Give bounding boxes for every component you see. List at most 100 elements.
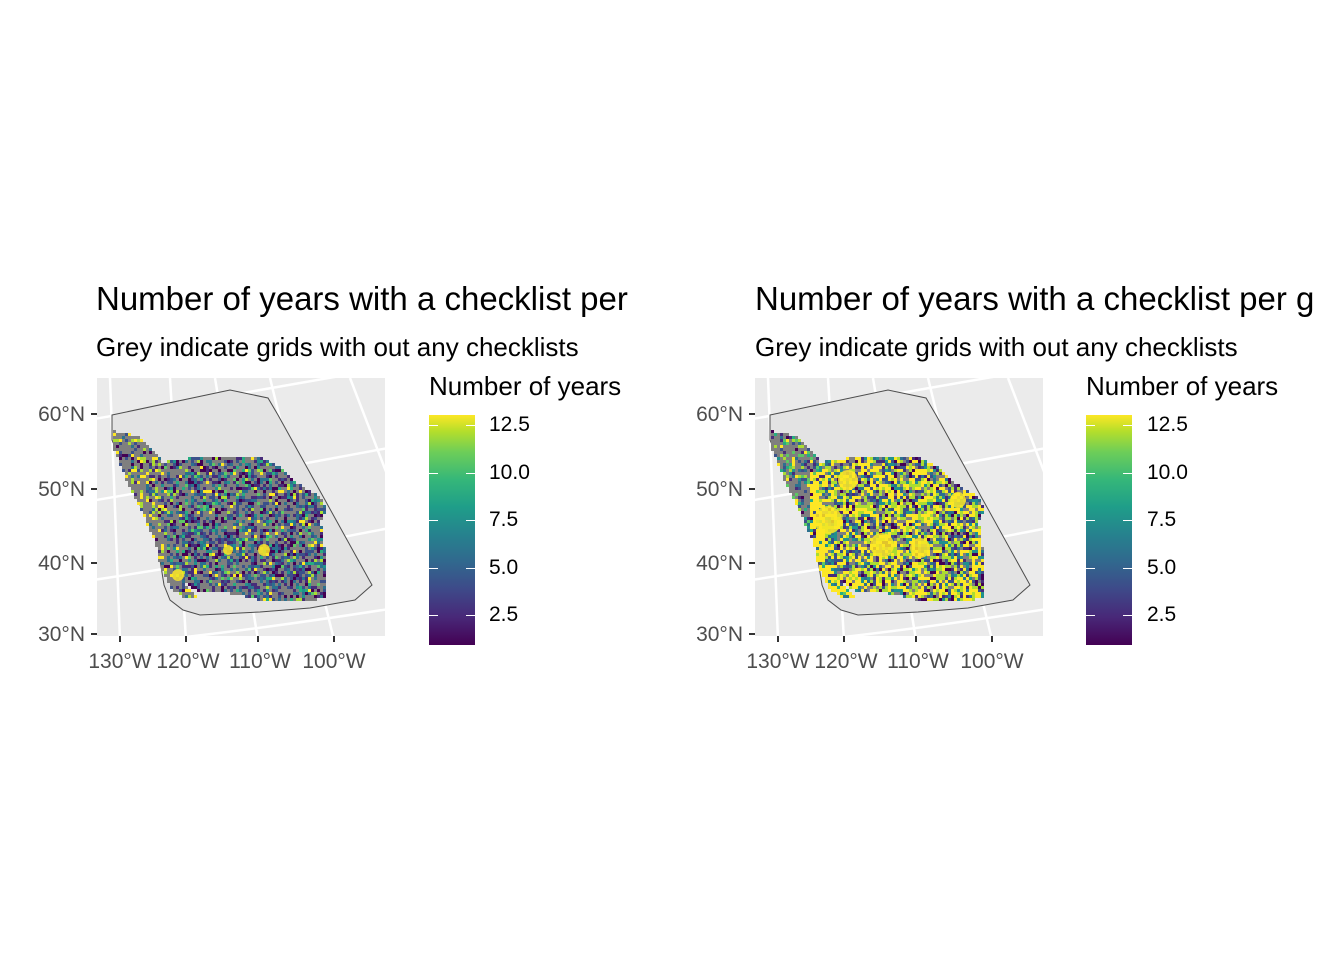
grid-cell	[200, 463, 203, 466]
grid-cell	[290, 478, 293, 481]
grid-cell	[206, 571, 209, 574]
grid-cell	[870, 526, 873, 529]
grid-cell	[179, 475, 182, 478]
grid-cell	[302, 583, 305, 586]
grid-cell	[834, 493, 837, 496]
grid-cell	[230, 529, 233, 532]
grid-cell	[858, 505, 861, 508]
grid-cell	[236, 550, 239, 553]
grid-cell	[807, 454, 810, 457]
grid-cell	[218, 523, 221, 526]
grid-cell	[281, 496, 284, 499]
grid-cell	[245, 514, 248, 517]
grid-cell	[281, 484, 284, 487]
grid-cell	[876, 532, 879, 535]
grid-cell	[930, 520, 933, 523]
grid-cell	[296, 583, 299, 586]
grid-cell	[825, 568, 828, 571]
grid-cell	[257, 592, 260, 595]
grid-cell	[299, 538, 302, 541]
grid-cell	[152, 487, 155, 490]
grid-cell	[143, 496, 146, 499]
grid-cell	[296, 514, 299, 517]
grid-cell	[146, 454, 149, 457]
grid-cell	[867, 460, 870, 463]
grid-cell	[975, 559, 978, 562]
grid-cell	[179, 505, 182, 508]
grid-cell	[242, 520, 245, 523]
grid-cell	[176, 556, 179, 559]
grid-cell	[161, 496, 164, 499]
grid-cell	[242, 523, 245, 526]
grid-cell	[320, 514, 323, 517]
grid-cell	[825, 475, 828, 478]
grid-cell	[320, 538, 323, 541]
grid-cell	[813, 469, 816, 472]
grid-cell	[158, 535, 161, 538]
grid-cell	[239, 580, 242, 583]
grid-cell	[945, 493, 948, 496]
grid-cell	[203, 529, 206, 532]
grid-cell	[251, 529, 254, 532]
grid-cell	[837, 475, 840, 478]
grid-cell	[858, 544, 861, 547]
grid-cell	[876, 457, 879, 460]
grid-cell	[957, 517, 960, 520]
grid-cell	[266, 499, 269, 502]
grid-cell	[969, 502, 972, 505]
grid-cell	[182, 493, 185, 496]
grid-cell	[831, 541, 834, 544]
grid-cell	[233, 526, 236, 529]
grid-cell	[191, 568, 194, 571]
grid-cell	[167, 475, 170, 478]
grid-cell	[308, 559, 311, 562]
grid-cell	[236, 529, 239, 532]
grid-cell	[969, 511, 972, 514]
grid-cell	[218, 538, 221, 541]
grid-cell	[200, 529, 203, 532]
grid-cell	[873, 568, 876, 571]
grid-cell	[209, 574, 212, 577]
grid-cell	[128, 433, 131, 436]
grid-cell	[278, 568, 281, 571]
grid-cell	[293, 556, 296, 559]
grid-cell	[164, 475, 167, 478]
grid-cell	[861, 511, 864, 514]
grid-cell	[903, 469, 906, 472]
grid-cell	[894, 499, 897, 502]
grid-cell	[843, 460, 846, 463]
grid-cell	[882, 469, 885, 472]
grid-cell	[822, 481, 825, 484]
grid-cell	[206, 496, 209, 499]
grid-cell	[807, 472, 810, 475]
grid-cell	[855, 523, 858, 526]
grid-cell	[969, 550, 972, 553]
grid-cell	[876, 526, 879, 529]
grid-cell	[275, 565, 278, 568]
grid-cell	[795, 445, 798, 448]
grid-cell	[221, 514, 224, 517]
grid-cell	[834, 496, 837, 499]
grid-cell	[218, 496, 221, 499]
grid-cell	[167, 496, 170, 499]
grid-cell	[317, 586, 320, 589]
grid-cell	[822, 466, 825, 469]
grid-cell	[873, 484, 876, 487]
grid-cell	[810, 478, 813, 481]
grid-cell	[173, 496, 176, 499]
grid-cell	[864, 463, 867, 466]
grid-cell	[837, 547, 840, 550]
grid-cell	[284, 556, 287, 559]
grid-cell	[263, 460, 266, 463]
grid-cell	[206, 457, 209, 460]
grid-cell	[263, 574, 266, 577]
grid-cell	[918, 514, 921, 517]
grid-cell	[284, 511, 287, 514]
grid-cell	[924, 484, 927, 487]
grid-cell	[233, 472, 236, 475]
grid-cell	[182, 520, 185, 523]
grid-cell	[933, 532, 936, 535]
grid-cell	[221, 517, 224, 520]
grid-cell	[918, 562, 921, 565]
grid-cell	[816, 457, 819, 460]
